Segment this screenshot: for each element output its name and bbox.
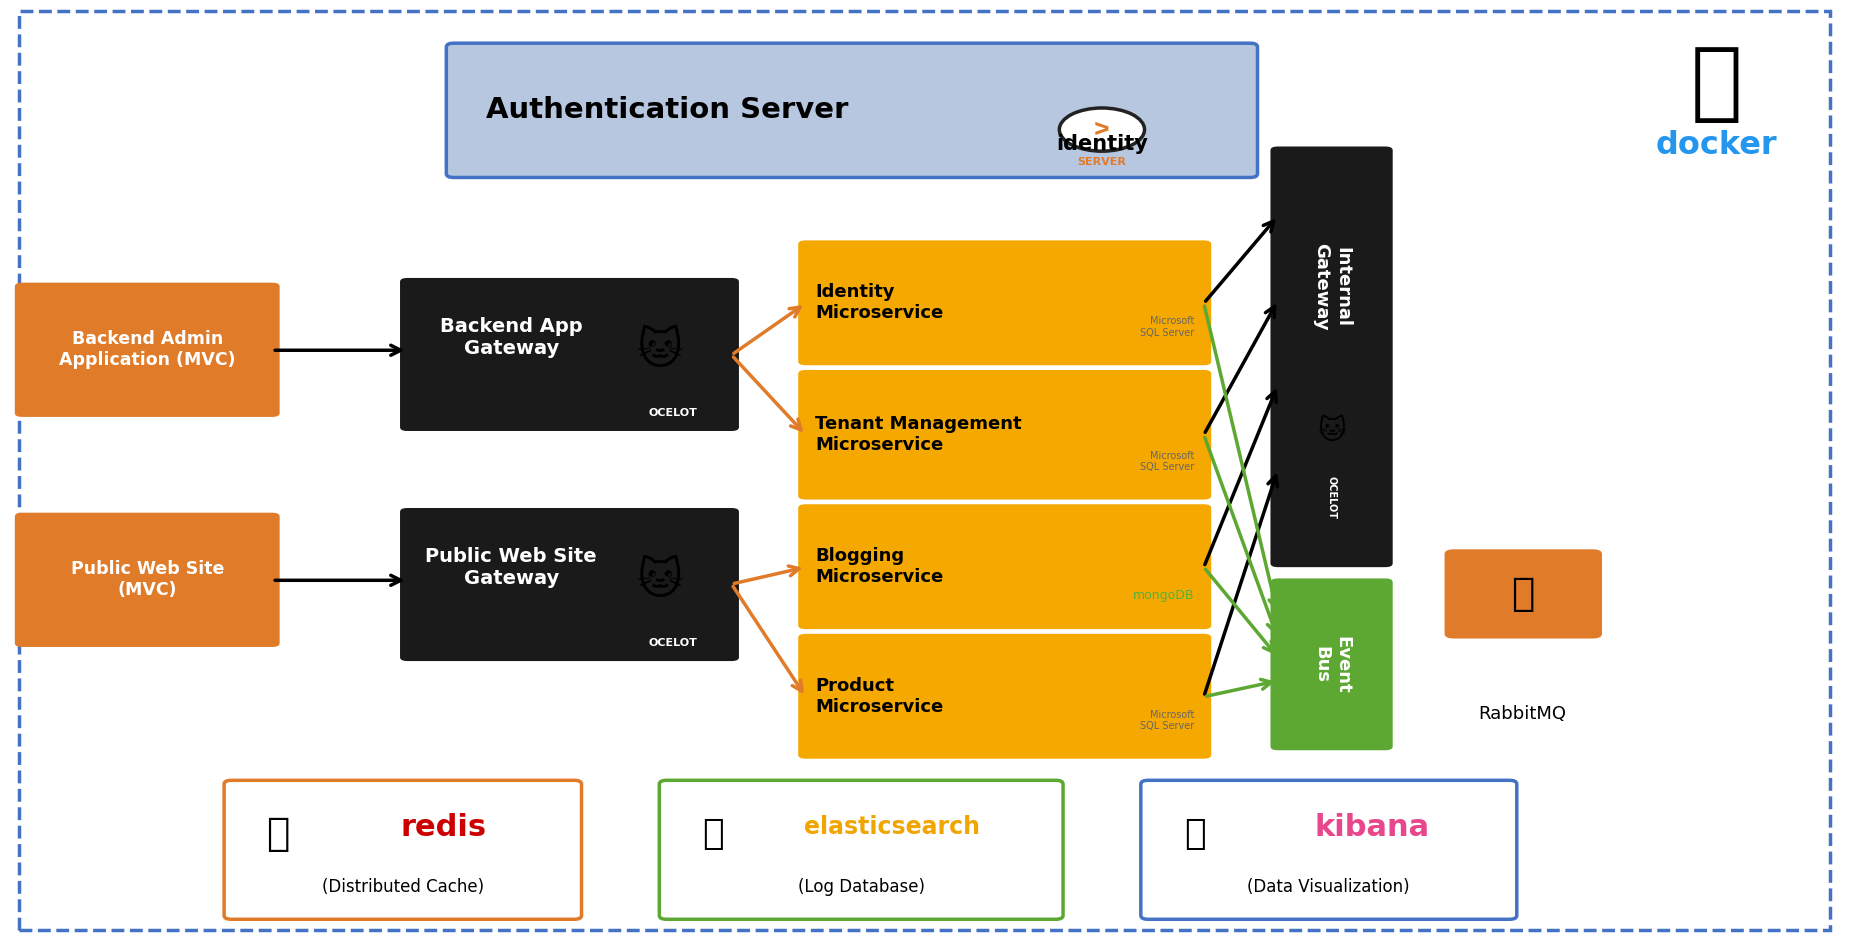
Text: Identity
Microservice: Identity Microservice — [815, 284, 943, 322]
Text: identity: identity — [1056, 133, 1148, 154]
FancyBboxPatch shape — [798, 370, 1211, 500]
Text: Product
Microservice: Product Microservice — [815, 677, 943, 716]
Text: Authentication Server: Authentication Server — [485, 97, 848, 124]
Text: 🔺: 🔺 — [1183, 817, 1206, 851]
Text: (Log Database): (Log Database) — [798, 878, 924, 896]
Text: 🐱: 🐱 — [637, 561, 683, 603]
Text: OCELOT: OCELOT — [648, 408, 698, 418]
FancyBboxPatch shape — [224, 780, 582, 919]
Text: redis: redis — [400, 813, 487, 842]
Text: Backend Admin
Application (MVC): Backend Admin Application (MVC) — [59, 331, 235, 369]
Text: Event
Bus: Event Bus — [1313, 636, 1350, 693]
Text: ᐳ: ᐳ — [1095, 120, 1109, 139]
FancyBboxPatch shape — [1270, 146, 1393, 567]
Text: Public Web Site
(MVC): Public Web Site (MVC) — [70, 561, 224, 599]
FancyBboxPatch shape — [400, 278, 739, 431]
Text: 🐱: 🐱 — [637, 331, 683, 373]
Text: Internal
Gateway: Internal Gateway — [1313, 243, 1350, 331]
FancyBboxPatch shape — [1445, 549, 1602, 639]
Text: OCELOT: OCELOT — [1326, 476, 1337, 518]
Text: 🐰: 🐰 — [1511, 575, 1533, 613]
Text: 🐱: 🐱 — [1317, 417, 1346, 445]
FancyBboxPatch shape — [400, 508, 739, 661]
Text: Tenant Management
Microservice: Tenant Management Microservice — [815, 415, 1022, 454]
Text: RabbitMQ: RabbitMQ — [1478, 704, 1567, 723]
Text: elasticsearch: elasticsearch — [804, 815, 980, 839]
Text: Blogging
Microservice: Blogging Microservice — [815, 547, 943, 586]
Text: mongoDB: mongoDB — [1133, 589, 1195, 602]
Text: (Data Visualization): (Data Visualization) — [1248, 878, 1409, 896]
FancyBboxPatch shape — [798, 634, 1211, 759]
FancyBboxPatch shape — [15, 513, 280, 647]
Text: Microsoft
SQL Server: Microsoft SQL Server — [1141, 451, 1195, 472]
Text: docker: docker — [1656, 130, 1778, 162]
FancyBboxPatch shape — [446, 43, 1258, 177]
FancyBboxPatch shape — [1141, 780, 1517, 919]
Text: SERVER: SERVER — [1078, 157, 1126, 166]
FancyBboxPatch shape — [1270, 578, 1393, 750]
Text: 🔵: 🔵 — [702, 817, 724, 851]
Text: Public Web Site
Gateway: Public Web Site Gateway — [426, 546, 596, 588]
Text: kibana: kibana — [1315, 813, 1430, 842]
FancyBboxPatch shape — [659, 780, 1063, 919]
Text: Microsoft
SQL Server: Microsoft SQL Server — [1141, 710, 1195, 731]
FancyBboxPatch shape — [15, 283, 280, 417]
Text: 🔴: 🔴 — [267, 815, 289, 853]
Circle shape — [1059, 108, 1145, 151]
FancyBboxPatch shape — [798, 504, 1211, 629]
FancyBboxPatch shape — [798, 240, 1211, 365]
Text: 🐳: 🐳 — [1691, 43, 1743, 126]
Text: Microsoft
SQL Server: Microsoft SQL Server — [1141, 316, 1195, 338]
Text: OCELOT: OCELOT — [648, 638, 698, 648]
Text: (Distributed Cache): (Distributed Cache) — [322, 878, 483, 896]
Text: Backend App
Gateway: Backend App Gateway — [439, 316, 583, 358]
